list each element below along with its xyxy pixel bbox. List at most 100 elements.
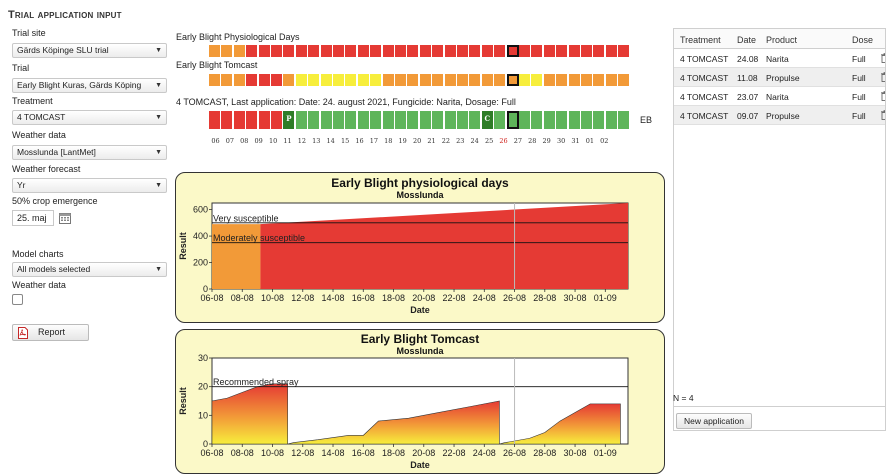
application-day-cell <box>469 111 482 129</box>
day-number-label: 19 <box>398 137 407 145</box>
trash-icon[interactable] <box>881 72 886 82</box>
weather-forecast-value: Yr <box>17 180 26 190</box>
row-count: N = 4 <box>673 393 694 403</box>
tomcast-chart: Early Blight Tomcast Mosslunda Recommend… <box>175 329 665 474</box>
application-day-cell <box>506 111 519 129</box>
model-charts-select[interactable]: All models selected ▼ <box>12 262 167 277</box>
table-header: Treatment Date Product Dose <box>674 29 885 49</box>
physiological-day-cell <box>419 45 432 57</box>
chevron-down-icon: ▼ <box>155 114 162 121</box>
chart-subtitle: Mosslunda <box>396 346 444 356</box>
weather-data-checkbox-label: Weather data <box>12 280 66 290</box>
treatment-select[interactable]: 4 TOMCAST ▼ <box>12 110 167 125</box>
application-day-cell <box>395 111 407 129</box>
trash-icon[interactable] <box>881 110 886 120</box>
physiological-day-cell <box>382 45 395 57</box>
day-number-label: 28 <box>528 137 537 145</box>
day-number-label: 31 <box>571 137 580 145</box>
application-day-cell <box>320 111 333 129</box>
physiological-day-cell <box>494 45 507 57</box>
column-header-dose[interactable]: Dose <box>852 35 874 45</box>
tomcast-day-cell <box>345 74 358 86</box>
chevron-down-icon: ▼ <box>155 149 162 156</box>
physiological-day-cell <box>258 45 271 57</box>
trash-icon[interactable] <box>881 91 886 101</box>
trial-value: Early Blight Kuras, Gärds Köping <box>17 80 142 90</box>
physiological-day-cell <box>469 45 482 57</box>
report-button[interactable]: Report <box>12 324 89 341</box>
physiological-day-cell <box>531 45 544 57</box>
trash-icon[interactable] <box>881 53 886 63</box>
x-tick-label: 12-08 <box>291 448 314 458</box>
series-area <box>287 400 500 445</box>
physiological-day-cell <box>320 45 333 57</box>
physiological-day-cell <box>605 45 618 57</box>
x-tick-label: 26-08 <box>503 448 526 458</box>
day-number-label: 20 <box>412 137 422 145</box>
weather-forecast-select[interactable]: Yr ▼ <box>12 178 167 193</box>
physiological-day-cell <box>209 45 221 57</box>
column-header-date[interactable]: Date <box>737 35 757 45</box>
series-area <box>260 203 628 289</box>
cell-date: 09.07 <box>737 111 759 121</box>
table-row[interactable]: 4 TOMCAST 23.07 Narita Full <box>674 87 885 106</box>
physiological-days-chart: Early Blight physiological days Mosslund… <box>175 172 665 323</box>
chevron-down-icon: ▼ <box>155 82 162 89</box>
application-day-cell <box>246 111 259 129</box>
table-row[interactable]: 4 TOMCAST 09.07 Propulse Full <box>674 106 885 125</box>
x-tick-label: 08-08 <box>231 448 254 458</box>
day-number-label: 16 <box>355 137 364 145</box>
tomcast-day-cell <box>209 74 221 86</box>
series-area <box>212 224 261 289</box>
tomcast-day-cell <box>333 74 345 86</box>
x-tick-label: 16-08 <box>352 293 375 303</box>
application-day-cell <box>432 111 445 129</box>
cell-product: Narita <box>766 54 789 64</box>
tomcast-day-cell <box>357 74 370 86</box>
x-tick-label: 10-08 <box>261 448 284 458</box>
application-day-cell: P <box>283 111 296 129</box>
divider <box>673 406 886 407</box>
tomcast-day-cell <box>531 74 544 86</box>
x-tick-label: 10-08 <box>261 293 284 303</box>
day-number-label: 23 <box>456 137 465 145</box>
application-day-cell <box>407 111 420 129</box>
x-tick-label: 06-08 <box>200 448 223 458</box>
calendar-icon[interactable] <box>59 212 71 224</box>
application-day-cell <box>605 111 618 129</box>
weather-data-checkbox[interactable] <box>12 294 23 305</box>
application-day-cell <box>568 111 581 129</box>
physiological-day-cell <box>308 45 321 57</box>
physiological-day-cell <box>345 45 358 57</box>
y-tick-label: 0 <box>203 284 208 294</box>
new-application-button[interactable]: New application <box>676 413 752 429</box>
application-day-cell <box>308 111 321 129</box>
trial-site-select[interactable]: Gärds Köpinge SLU trial ▼ <box>12 43 167 58</box>
tomcast-plot: Recommended spray 0 10 20 30 06-08 08-08 10-08 1… <box>178 353 629 470</box>
threshold-label: Moderately susceptible <box>213 233 305 243</box>
weather-data-label: Weather data <box>12 130 66 140</box>
model-charts-label: Model charts <box>12 249 64 259</box>
application-day-cell <box>593 111 606 129</box>
x-tick-label: 30-08 <box>564 448 587 458</box>
table-row[interactable]: 4 TOMCAST 11.08 Propulse Full <box>674 68 885 87</box>
chevron-down-icon: ▼ <box>155 47 162 54</box>
day-number-label: 18 <box>384 137 393 145</box>
cell-dose: Full <box>852 92 866 102</box>
y-tick-label: 10 <box>198 410 208 420</box>
column-header-treatment[interactable]: Treatment <box>680 35 721 45</box>
weather-data-select[interactable]: Mosslunda [LantMet] ▼ <box>12 145 167 160</box>
trial-select[interactable]: Early Blight Kuras, Gärds Köping ▼ <box>12 78 167 93</box>
crop-emergence-input[interactable]: 25. maj <box>12 210 54 226</box>
physiological-day-cell <box>221 45 234 57</box>
y-tick-label: 400 <box>193 231 208 241</box>
physiological-day-cell <box>519 45 531 57</box>
day-number-label: 29 <box>542 137 551 145</box>
table-row[interactable]: 4 TOMCAST 24.08 Narita Full <box>674 49 885 68</box>
physiological-grid-title: Early Blight Physiological Days <box>176 32 300 42</box>
tomcast-day-cell <box>221 74 234 86</box>
column-header-product[interactable]: Product <box>766 35 798 45</box>
application-day-cell <box>221 111 234 129</box>
application-day-cell <box>519 111 531 129</box>
day-number-label: 22 <box>441 137 451 145</box>
